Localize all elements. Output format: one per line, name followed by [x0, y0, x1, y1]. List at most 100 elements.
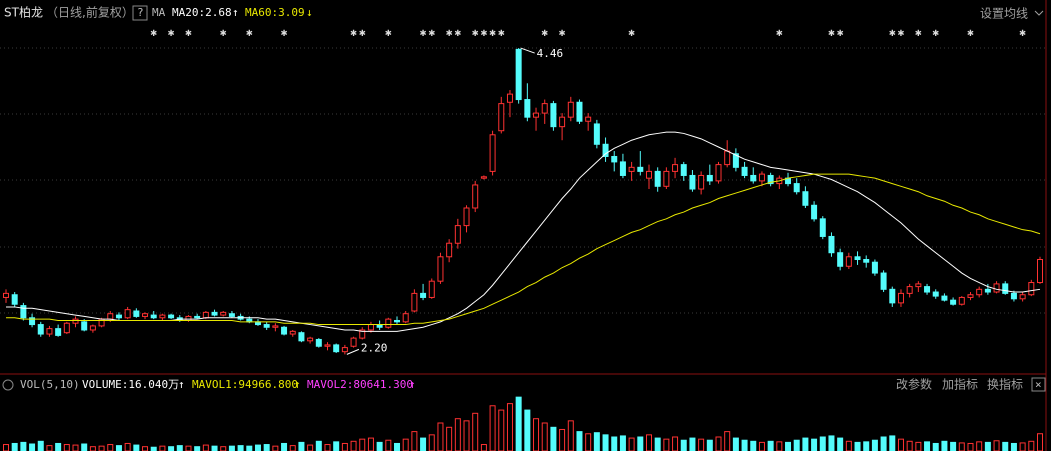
- event-marker: ✱: [281, 26, 288, 39]
- volume-bar: [194, 446, 201, 451]
- candle-body: [472, 184, 479, 209]
- event-marker: ✱: [359, 26, 366, 39]
- candle-body: [220, 311, 227, 316]
- candle-body: [211, 311, 218, 316]
- help[interactable]: ?: [137, 6, 144, 19]
- ma20-label: MA20:2.68: [172, 6, 232, 19]
- candle-body: [645, 170, 652, 179]
- volume-bar: [593, 432, 600, 451]
- volume-bar: [350, 440, 357, 451]
- candle-body: [819, 218, 826, 237]
- close-box[interactable]: [1031, 377, 1046, 392]
- button[interactable]: 加指标: [942, 377, 978, 392]
- volume-bar: [115, 445, 122, 451]
- candle-body: [976, 288, 983, 296]
- candle-body: [350, 337, 357, 347]
- event-marker: ✱: [455, 26, 462, 39]
- volume-bar: [124, 442, 131, 451]
- volume-bar: [420, 437, 427, 451]
- volume-bar: [941, 440, 948, 451]
- close[interactable]: ×: [1035, 378, 1042, 391]
- candle-body: [828, 235, 835, 254]
- settings-chevron[interactable]: [1034, 10, 1044, 16]
- min-arrow: [346, 348, 360, 355]
- candle-body: [611, 155, 618, 163]
- candle-body: [950, 299, 957, 305]
- ma-label: MA: [152, 6, 166, 19]
- candle-body: [750, 174, 757, 182]
- volume-bar: [619, 435, 626, 451]
- candle-body: [55, 328, 62, 336]
- volume-bar: [11, 442, 18, 451]
- volume-bar: [1028, 440, 1035, 451]
- volume-bar: [220, 446, 227, 451]
- volume-bar: [698, 438, 705, 451]
- volume-bar: [993, 440, 1000, 451]
- volume-bar: [732, 437, 739, 451]
- volume-bar: [454, 418, 461, 451]
- candle-body: [159, 314, 166, 319]
- mavol1-label: MAVOL1:94966.800: [192, 378, 298, 391]
- help-box[interactable]: [132, 5, 148, 21]
- ma20-arrow: ↑: [232, 6, 239, 19]
- volume-bar: [359, 438, 366, 451]
- volume-bar: [802, 437, 809, 451]
- candle-body: [984, 288, 991, 293]
- candle-body: [81, 321, 88, 331]
- candle-body: [524, 99, 531, 118]
- volume-bar: [367, 437, 374, 451]
- candle-body: [428, 280, 435, 298]
- volume-bar: [1002, 441, 1009, 451]
- volume-bar: [915, 441, 922, 451]
- volume-bar: [715, 436, 722, 451]
- ma60-line: [6, 173, 1041, 326]
- candle-body: [359, 329, 366, 339]
- volume-bar: [533, 418, 540, 451]
- candle-body: [793, 183, 800, 193]
- volume-label: VOLUME:16.040万: [82, 378, 179, 391]
- event-marker: ✱: [385, 26, 392, 39]
- candle-body: [142, 313, 149, 317]
- candle-body: [446, 242, 453, 258]
- button[interactable]: 改参数: [896, 377, 932, 392]
- min-label: 2.20: [361, 341, 388, 354]
- volume-bar: [463, 420, 470, 451]
- volume-bar: [63, 444, 70, 451]
- volume-bar: [724, 431, 731, 451]
- candle-body: [932, 291, 939, 297]
- volume-bar: [515, 396, 522, 451]
- mavol2-arrow: ↑: [409, 378, 416, 391]
- candle-body: [811, 204, 818, 220]
- volume-bar: [98, 445, 105, 451]
- volume-bar: [541, 422, 548, 451]
- volume-bar: [89, 446, 96, 451]
- vol-icon[interactable]: [2, 379, 14, 391]
- volume-bar: [924, 441, 931, 451]
- button[interactable]: 换指标: [987, 377, 1023, 392]
- settings-button[interactable]: 设置均线: [980, 7, 1028, 21]
- candle-body: [1037, 258, 1043, 284]
- volume-bar: [489, 405, 496, 451]
- event-marker: ✱: [1019, 26, 1026, 39]
- candle-body: [541, 103, 548, 114]
- volume-bar: [324, 444, 331, 451]
- volume-bar: [880, 436, 887, 451]
- candle-body: [906, 286, 913, 294]
- candle-body: [37, 324, 44, 335]
- volume-bar: [37, 440, 44, 451]
- candle-body: [585, 116, 592, 122]
- volume-arrow: ↑: [178, 378, 185, 391]
- event-marker: ✱: [481, 26, 488, 39]
- volume-bar: [767, 440, 774, 451]
- candle-body: [341, 347, 348, 353]
- candle-body: [228, 313, 235, 317]
- candle-body: [185, 315, 192, 321]
- candle-body: [880, 272, 887, 290]
- volume-bar: [55, 442, 62, 451]
- volume-bar: [654, 437, 661, 451]
- volume-bar: [385, 439, 392, 451]
- volume-bar: [3, 444, 9, 451]
- candle-body: [298, 332, 305, 342]
- event-marker: ✱: [837, 26, 844, 39]
- candle-body: [72, 318, 79, 324]
